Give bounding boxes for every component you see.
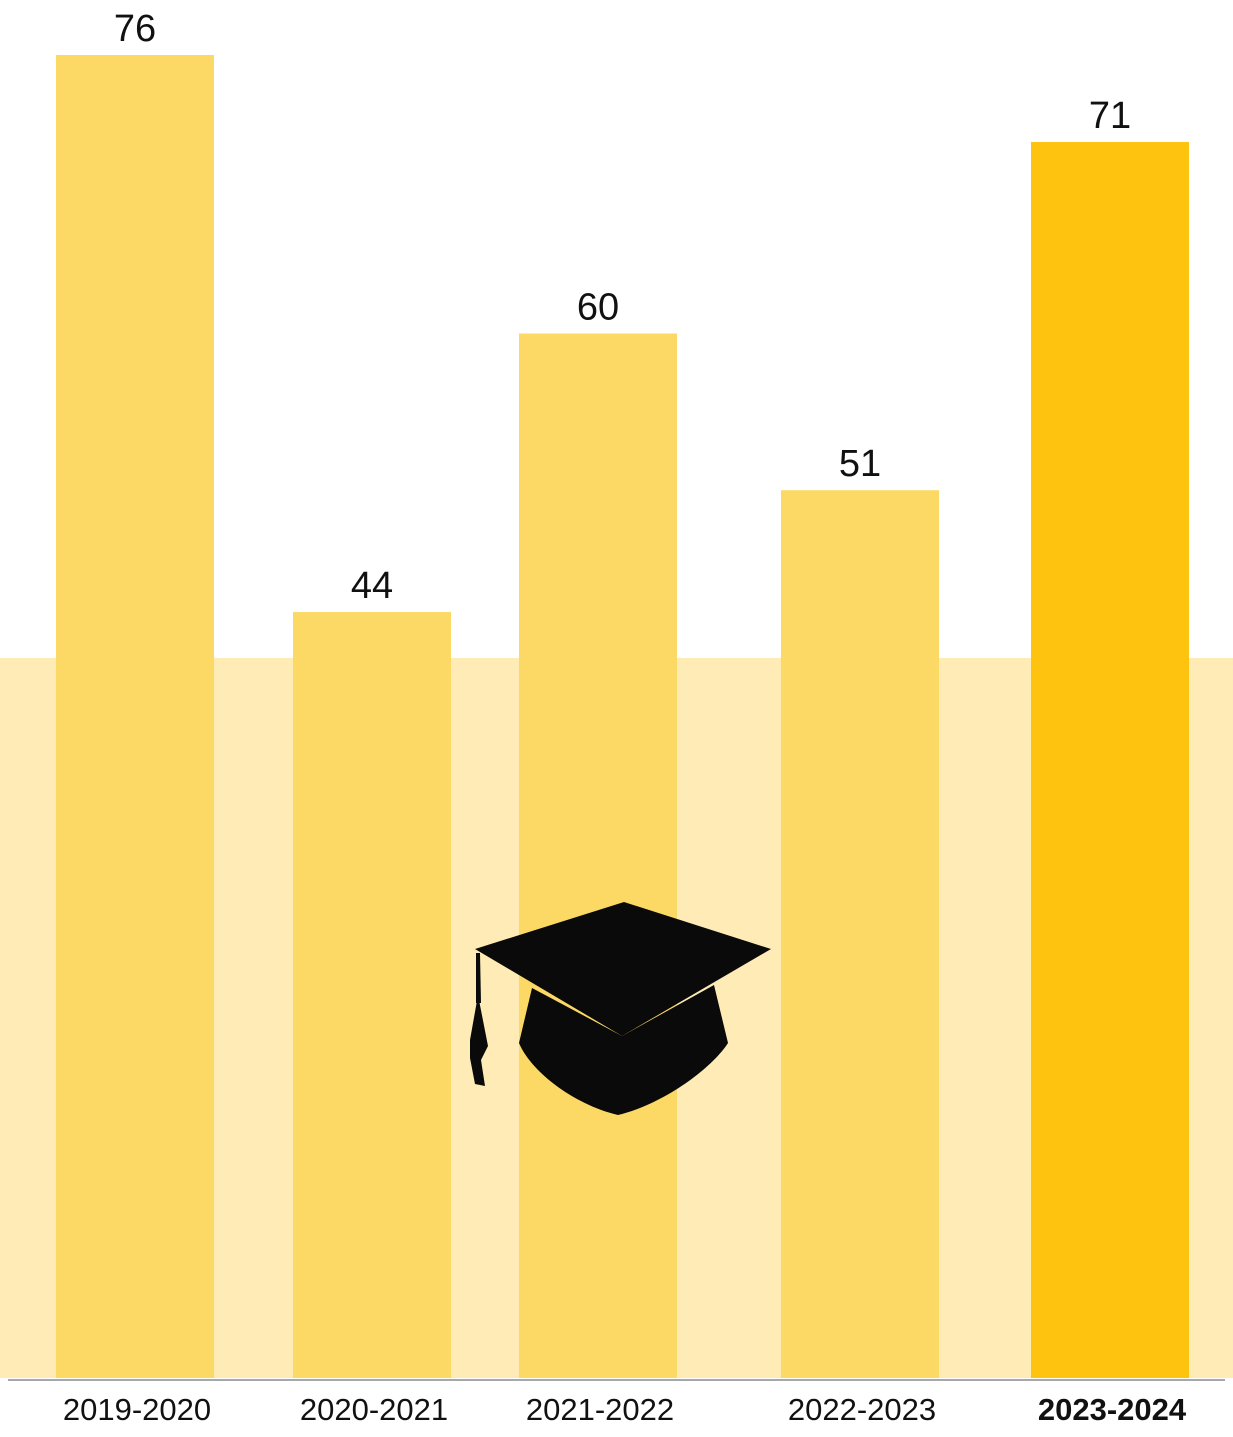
- x-tick-label-2020-2021: 2020-2021: [300, 1392, 448, 1427]
- value-label-2019-2020: 76: [114, 8, 156, 50]
- bar-2023-2024: [1031, 142, 1189, 1379]
- labels-group: 76 2019-2020 44 2020-2021 60 2021-2022 51 2022-…: [63, 8, 1187, 1427]
- x-tick-label-2021-2022: 2021-2022: [526, 1392, 674, 1427]
- x-tick-label-2022-2023: 2022-2023: [788, 1392, 936, 1427]
- bar-2019-2020: [56, 55, 214, 1378]
- bars-group: [56, 55, 1189, 1379]
- value-label-2022-2023: 51: [839, 443, 881, 485]
- value-label-2021-2022: 60: [577, 287, 619, 329]
- graduation-cap-icon: [470, 902, 771, 1115]
- bar-2021-2022: [519, 333, 677, 1378]
- bar-2020-2021: [293, 612, 451, 1378]
- bar-2022-2023: [781, 490, 939, 1378]
- value-label-2023-2024: 71: [1089, 95, 1131, 137]
- value-label-2020-2021: 44: [351, 565, 393, 607]
- x-tick-label-2023-2024: 2023-2024: [1038, 1392, 1187, 1427]
- x-tick-label-2019-2020: 2019-2020: [63, 1392, 211, 1427]
